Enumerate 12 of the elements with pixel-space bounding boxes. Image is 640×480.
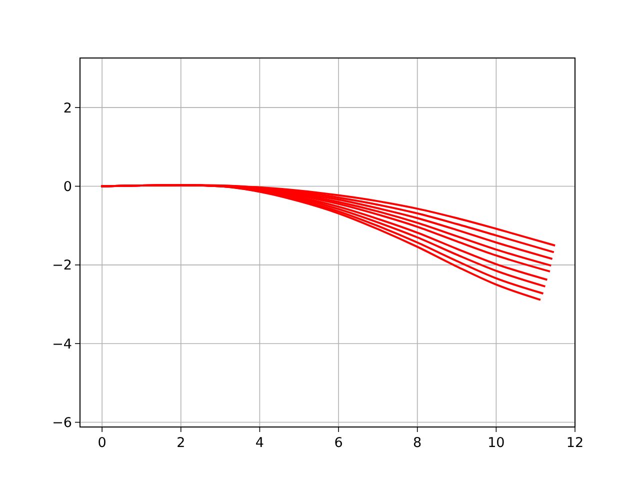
x-tick-label: 8 <box>413 435 422 451</box>
y-tick-label: −2 <box>52 258 72 274</box>
x-tick-label: 4 <box>255 435 264 451</box>
x-tick-label: 6 <box>334 435 343 451</box>
y-tick-label: −4 <box>52 336 72 352</box>
y-tick-label: −6 <box>52 415 72 432</box>
y-tick-label: 2 <box>63 100 72 116</box>
x-tick-label: 2 <box>176 435 186 451</box>
y-tick-label: 0 <box>63 178 72 195</box>
x-tick-label: 12 <box>566 435 584 451</box>
x-tick-label: 10 <box>488 435 505 451</box>
x-tick-label: 0 <box>98 435 106 451</box>
